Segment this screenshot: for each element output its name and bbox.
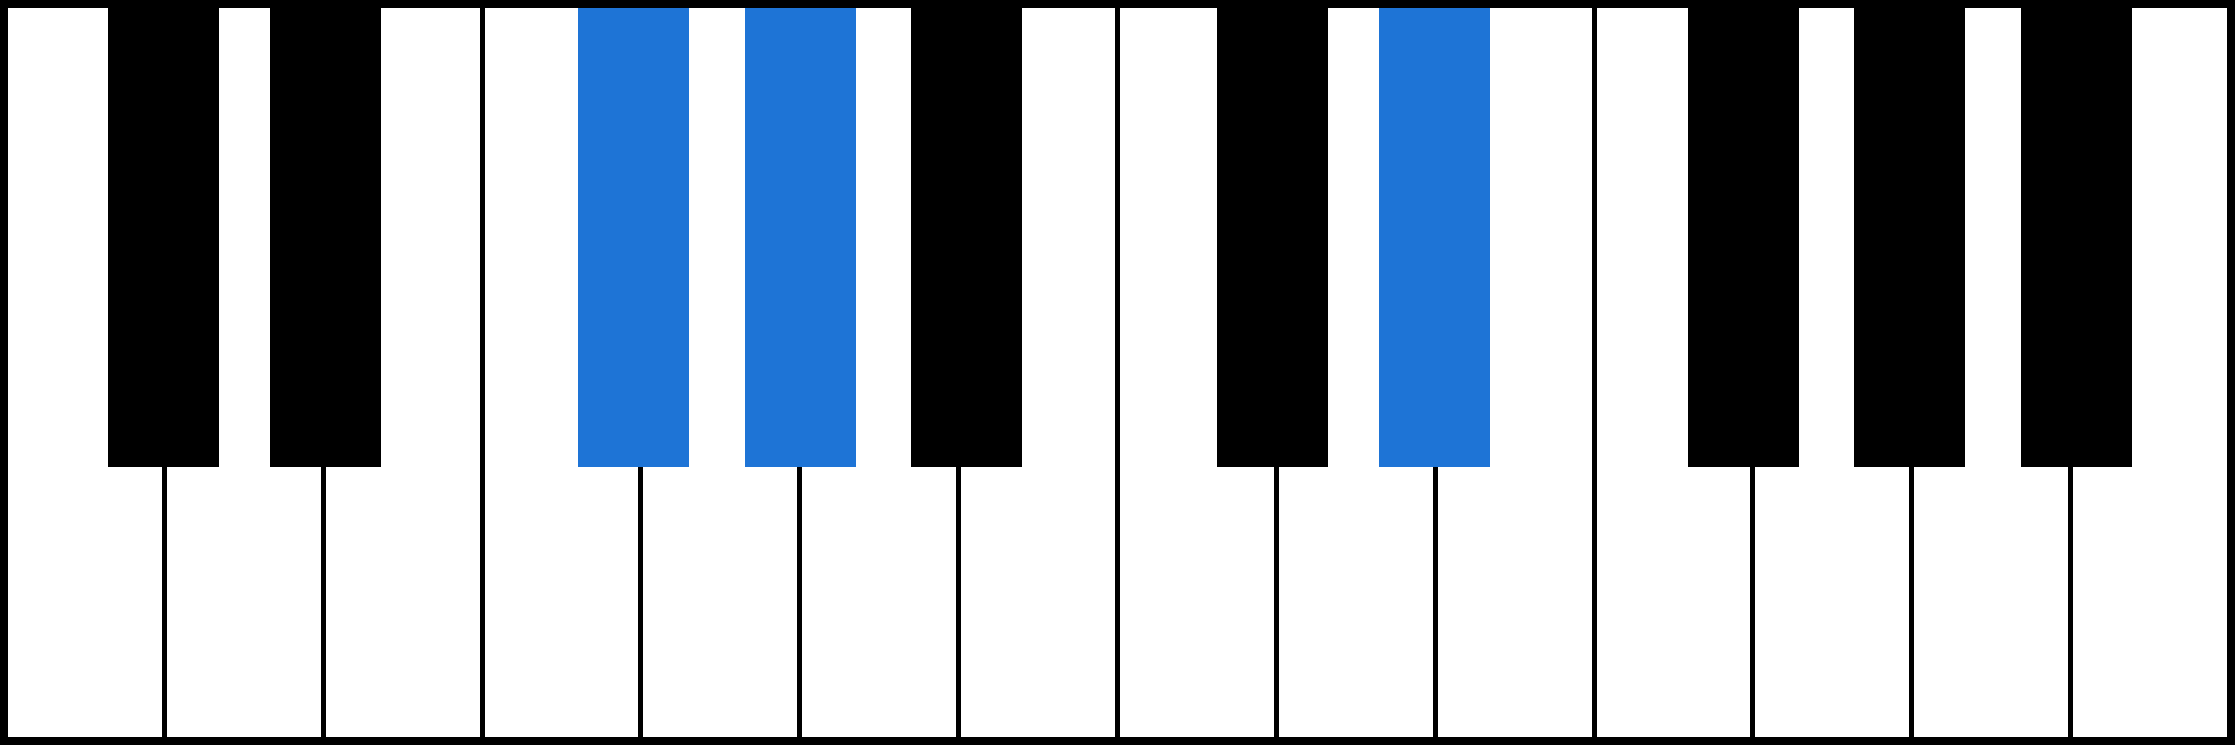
black-key-Asharp-9 <box>2021 8 2132 467</box>
black-key-Gsharp-3 <box>745 8 856 467</box>
black-key-Csharp-5 <box>1217 8 1328 467</box>
piano-keyboard <box>0 0 2235 745</box>
black-key-Asharp-4 <box>911 8 1022 467</box>
black-key-Dsharp-6 <box>1379 8 1490 467</box>
black-key-Dsharp-1 <box>270 8 381 467</box>
black-key-Fsharp-7 <box>1688 8 1799 467</box>
black-key-Csharp-0 <box>108 8 219 467</box>
black-key-Fsharp-2 <box>578 8 689 467</box>
black-key-Gsharp-8 <box>1854 8 1965 467</box>
